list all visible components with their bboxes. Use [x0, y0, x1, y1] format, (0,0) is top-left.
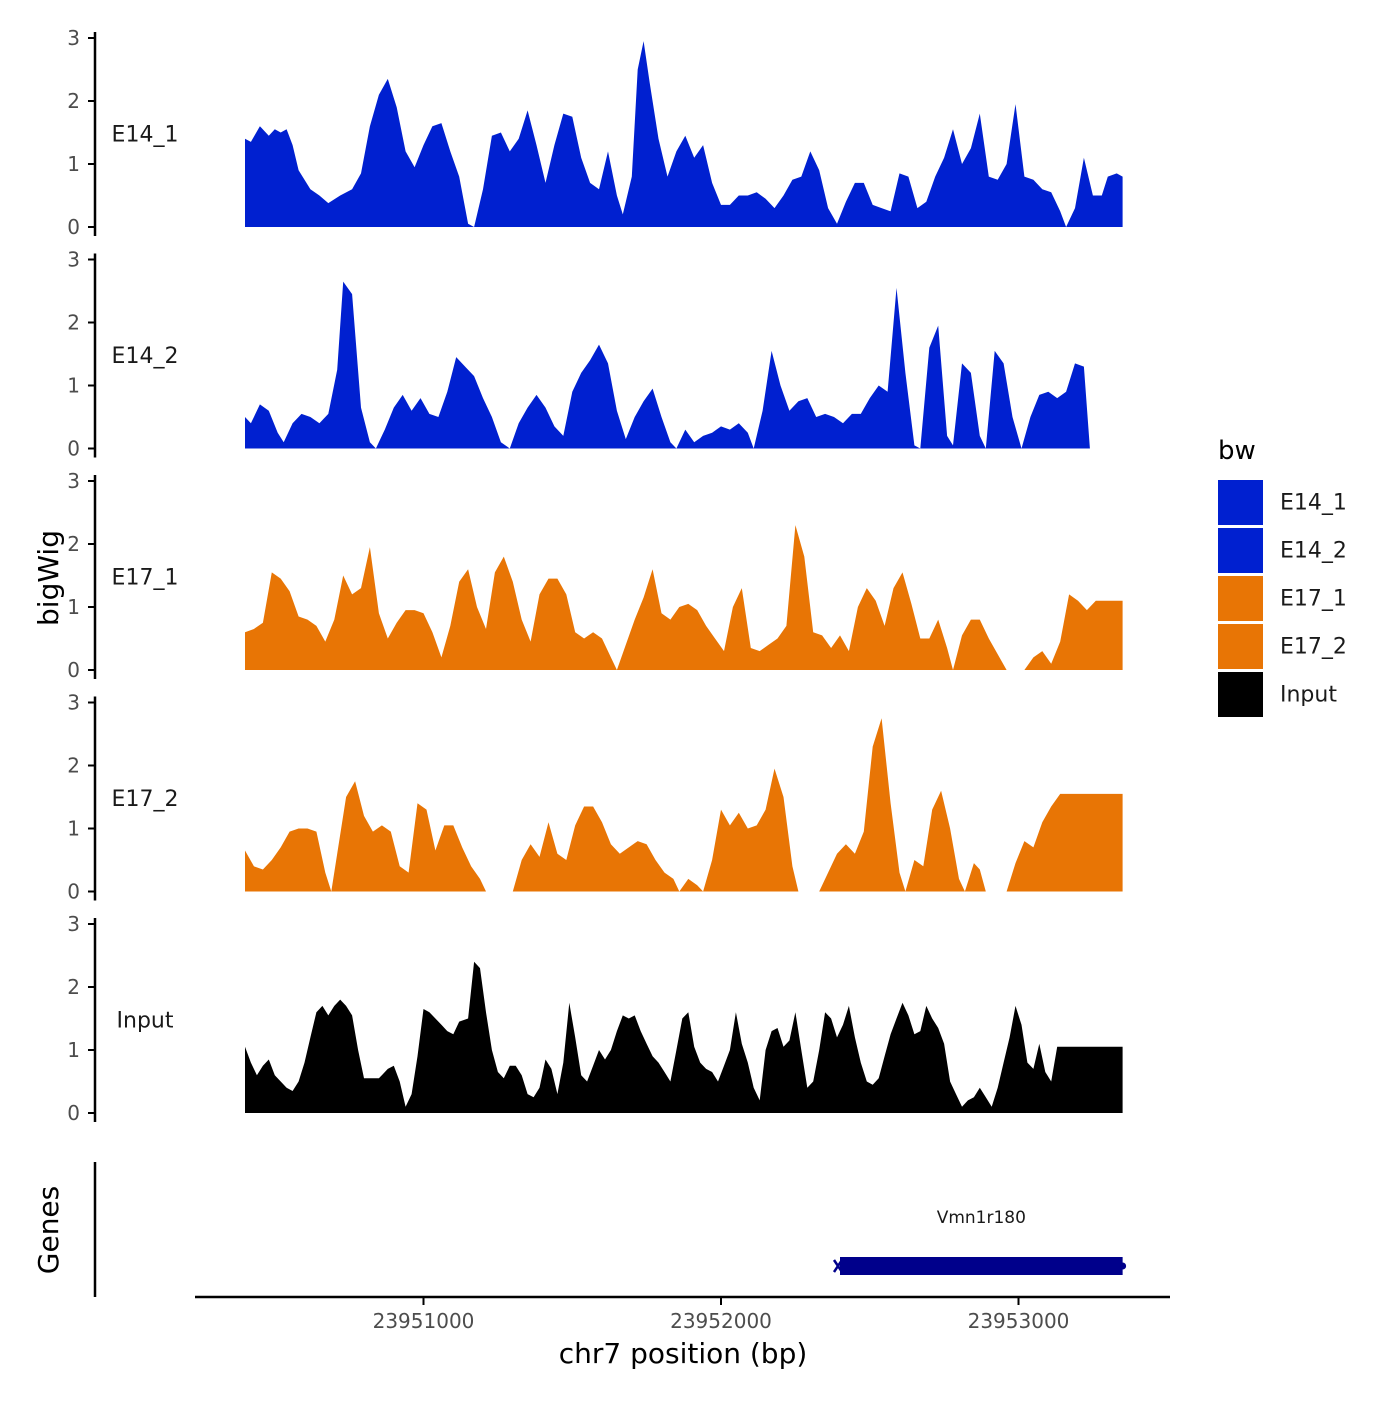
gene-start-marker [832, 1259, 844, 1273]
legend: bw E14_1 E14_2 E17_1 E17_2 Input [1218, 436, 1347, 717]
y-tick-label: 1 [67, 595, 80, 619]
legend-item-E14_1: E14_1 [1218, 480, 1347, 525]
legend-swatch [1218, 528, 1263, 573]
gene-label: Vmn1r180 [937, 1208, 1026, 1228]
track-area-E17_1 [245, 525, 1123, 670]
track-area-E14_2 [245, 281, 1123, 449]
legend-item-Input: Input [1218, 672, 1337, 717]
y-tick-label: 3 [67, 248, 80, 272]
track-E14_1: 0 1 2 3 E14_1 [67, 26, 1123, 239]
track-label: E14_2 [112, 344, 179, 369]
track-label: Input [117, 1009, 174, 1034]
x-axis: chr7 position (bp) 23951000 23952000 23953… [195, 1295, 1170, 1370]
legend-swatch [1218, 672, 1263, 717]
y-tick-label: 3 [67, 691, 80, 715]
track-area-E14_1 [245, 41, 1123, 227]
track-Input: 0 1 2 3 Input [67, 912, 1123, 1125]
legend-swatch [1218, 576, 1263, 621]
gene-Vmn1r180: Vmn1r180 [832, 1208, 1127, 1275]
y-tick-label: 0 [67, 880, 80, 904]
y-tick-label: 0 [67, 1101, 80, 1125]
legend-label: E17_1 [1280, 587, 1347, 612]
y-tick-label: 2 [67, 311, 80, 335]
track-E17_2: 0 1 2 3 E17_2 [67, 691, 1123, 904]
legend-title: bw [1218, 436, 1256, 466]
y-tick-label: 0 [67, 437, 80, 461]
track-label: E17_2 [112, 787, 179, 812]
y-tick-label: 3 [67, 469, 80, 493]
y-tick-label: 1 [67, 152, 80, 176]
y-tick-label: 0 [67, 658, 80, 682]
track-E14_2: 0 1 2 3 E14_2 [67, 248, 1123, 461]
y-axis-title: bigWig [32, 530, 65, 626]
y-tick-label: 2 [67, 975, 80, 999]
y-tick-label: 0 [67, 215, 80, 239]
legend-label: E17_2 [1280, 635, 1347, 660]
y-tick-label: 2 [67, 89, 80, 113]
legend-label: E14_2 [1280, 539, 1347, 564]
x-tick-label: 23951000 [373, 1309, 475, 1333]
legend-item-E17_2: E17_2 [1218, 624, 1347, 669]
track-label: E17_1 [112, 566, 179, 591]
x-tick-label: 23952000 [670, 1309, 772, 1333]
y-tick-label: 2 [67, 532, 80, 556]
y-tick-label: 2 [67, 754, 80, 778]
x-tick-label: 23953000 [968, 1309, 1070, 1333]
legend-swatch [1218, 480, 1263, 525]
tracks-layer: 0 1 2 3 E14_1 0 1 2 3 E14_2 0 1 2 3 E17_1 0 1 2 3 E17_2 0 1 2 3… [67, 26, 1123, 1125]
gene-end-marker [1119, 1262, 1127, 1270]
x-axis-title: chr7 position (bp) [559, 1337, 808, 1370]
y-tick-label: 1 [67, 374, 80, 398]
legend-item-E17_1: E17_1 [1218, 576, 1347, 621]
legend-item-E14_2: E14_2 [1218, 528, 1347, 573]
track-area-Input [245, 961, 1123, 1113]
track-area-E17_2 [245, 718, 1123, 892]
genes-panel: Genes Vmn1r180 [32, 1162, 1127, 1297]
y-tick-label: 3 [67, 912, 80, 936]
legend-label: E14_1 [1280, 491, 1347, 516]
legend-swatch [1218, 624, 1263, 669]
y-tick-label: 1 [67, 1038, 80, 1062]
y-tick-label: 3 [67, 26, 80, 50]
genes-axis-title: Genes [32, 1186, 65, 1274]
legend-label: Input [1280, 683, 1337, 708]
gene-body [840, 1257, 1123, 1275]
y-tick-label: 1 [67, 817, 80, 841]
track-label: E14_1 [112, 123, 179, 148]
track-E17_1: 0 1 2 3 E17_1 [67, 469, 1123, 682]
